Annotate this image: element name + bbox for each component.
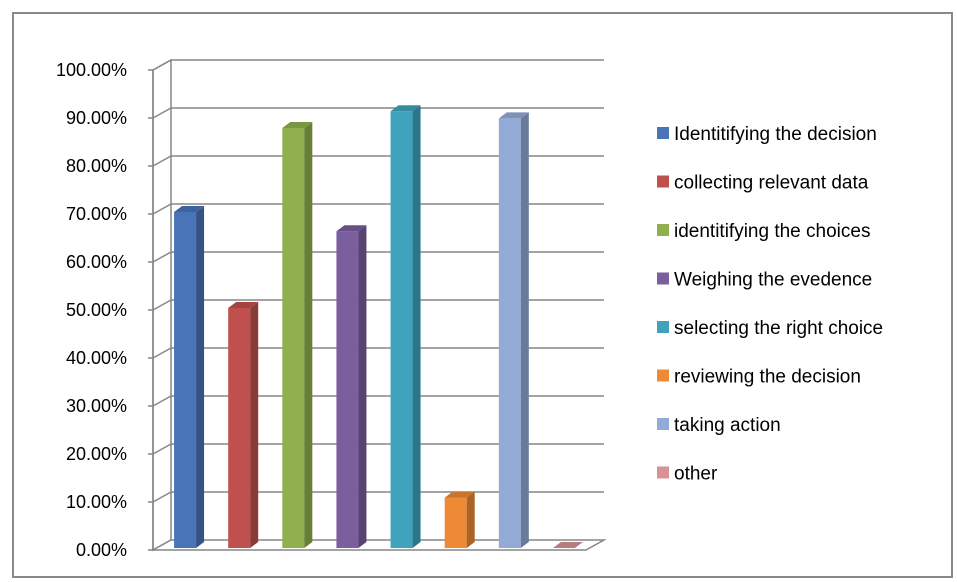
legend: Identitifying the decision collecting rel…: [657, 124, 883, 485]
bar-side: [304, 122, 313, 548]
legend-swatch: [657, 175, 669, 188]
bar: [228, 302, 259, 548]
y-tick-label: 20.00%: [66, 444, 127, 464]
gridline: [152, 491, 604, 503]
bar: [552, 542, 583, 548]
legend-label: selecting the right choice: [674, 318, 883, 339]
legend-swatch: [657, 418, 669, 430]
bar-side: [412, 105, 421, 548]
y-tick-label: 60.00%: [66, 252, 127, 272]
bar: [498, 112, 529, 549]
bar-front: [390, 111, 413, 548]
bar-side: [250, 302, 259, 548]
y-axis-ticks: 0.00% 10.00% 20.00% 30.00% 40.00% 50.00% 60.00…: [56, 60, 127, 560]
y-tick-label: 50.00%: [66, 300, 127, 320]
legend-swatch: [657, 369, 669, 382]
legend-swatch: [657, 272, 669, 285]
y-tick-label: 80.00%: [66, 156, 127, 176]
bar: [336, 225, 367, 548]
bar-top: [174, 206, 205, 212]
y-tick-label: 100.00%: [56, 60, 127, 80]
bar-side: [520, 112, 529, 549]
legend-swatch: [657, 127, 669, 139]
legend-swatch: [657, 224, 669, 236]
gridline: [152, 299, 604, 311]
gridline: [152, 251, 604, 263]
bar-front: [174, 212, 197, 548]
y-tick-label: 90.00%: [66, 108, 127, 128]
legend-label: other: [674, 464, 718, 485]
legend-label: collecting relevant data: [674, 173, 869, 194]
y-tick-label: 40.00%: [66, 348, 127, 368]
y-tick-label: 0.00%: [76, 540, 127, 560]
gridline: [152, 107, 604, 119]
legend-entry: identitifying the choices: [657, 221, 870, 242]
legend-entry: taking action: [657, 415, 781, 436]
y-tick-label: 70.00%: [66, 204, 127, 224]
gridline: [152, 347, 604, 359]
legend-swatch: [657, 466, 669, 479]
legend-label: taking action: [674, 415, 781, 436]
legend-label: Weighing the evedence: [674, 270, 872, 291]
bar-top: [498, 112, 529, 119]
legend-entry: collecting relevant data: [657, 173, 869, 194]
bar-front: [444, 497, 467, 548]
floor: [150, 539, 607, 551]
legend-label: reviewing the decision: [674, 367, 861, 388]
bars: [174, 105, 583, 549]
bar-side: [358, 225, 367, 548]
bar-front: [282, 128, 305, 548]
bar: [282, 122, 313, 548]
bar-front: [228, 308, 251, 548]
legend-entry: Identitifying the decision: [657, 124, 877, 145]
bar: [444, 491, 475, 548]
bar-front: [336, 231, 359, 548]
legend-label: Identitifying the decision: [674, 124, 877, 145]
legend-swatch: [657, 321, 669, 333]
legend-entry: reviewing the decision: [657, 367, 861, 388]
bar-side: [466, 491, 475, 548]
bar-side: [196, 206, 205, 548]
legend-entry: other: [657, 464, 718, 485]
bar-front: [498, 118, 521, 549]
bar-top: [552, 542, 583, 548]
bar: [174, 206, 205, 548]
gridline: [152, 203, 604, 215]
y-tick-label: 10.00%: [66, 492, 127, 512]
legend-entry: selecting the right choice: [657, 318, 883, 339]
bar: [390, 105, 421, 548]
gridline: [152, 155, 604, 167]
gridline: [152, 59, 604, 71]
chart-walls: [150, 58, 607, 552]
y-tick-label: 30.00%: [66, 396, 127, 416]
gridlines: [148, 59, 604, 551]
legend-entry: Weighing the evedence: [657, 270, 872, 291]
gridline: [152, 395, 604, 407]
bar-top: [336, 225, 367, 232]
legend-label: identitifying the choices: [674, 221, 870, 242]
bar-top: [444, 491, 475, 498]
bar-top: [390, 105, 421, 112]
gridline: [152, 443, 604, 455]
bar-top: [282, 122, 313, 128]
bar-top: [228, 302, 259, 308]
